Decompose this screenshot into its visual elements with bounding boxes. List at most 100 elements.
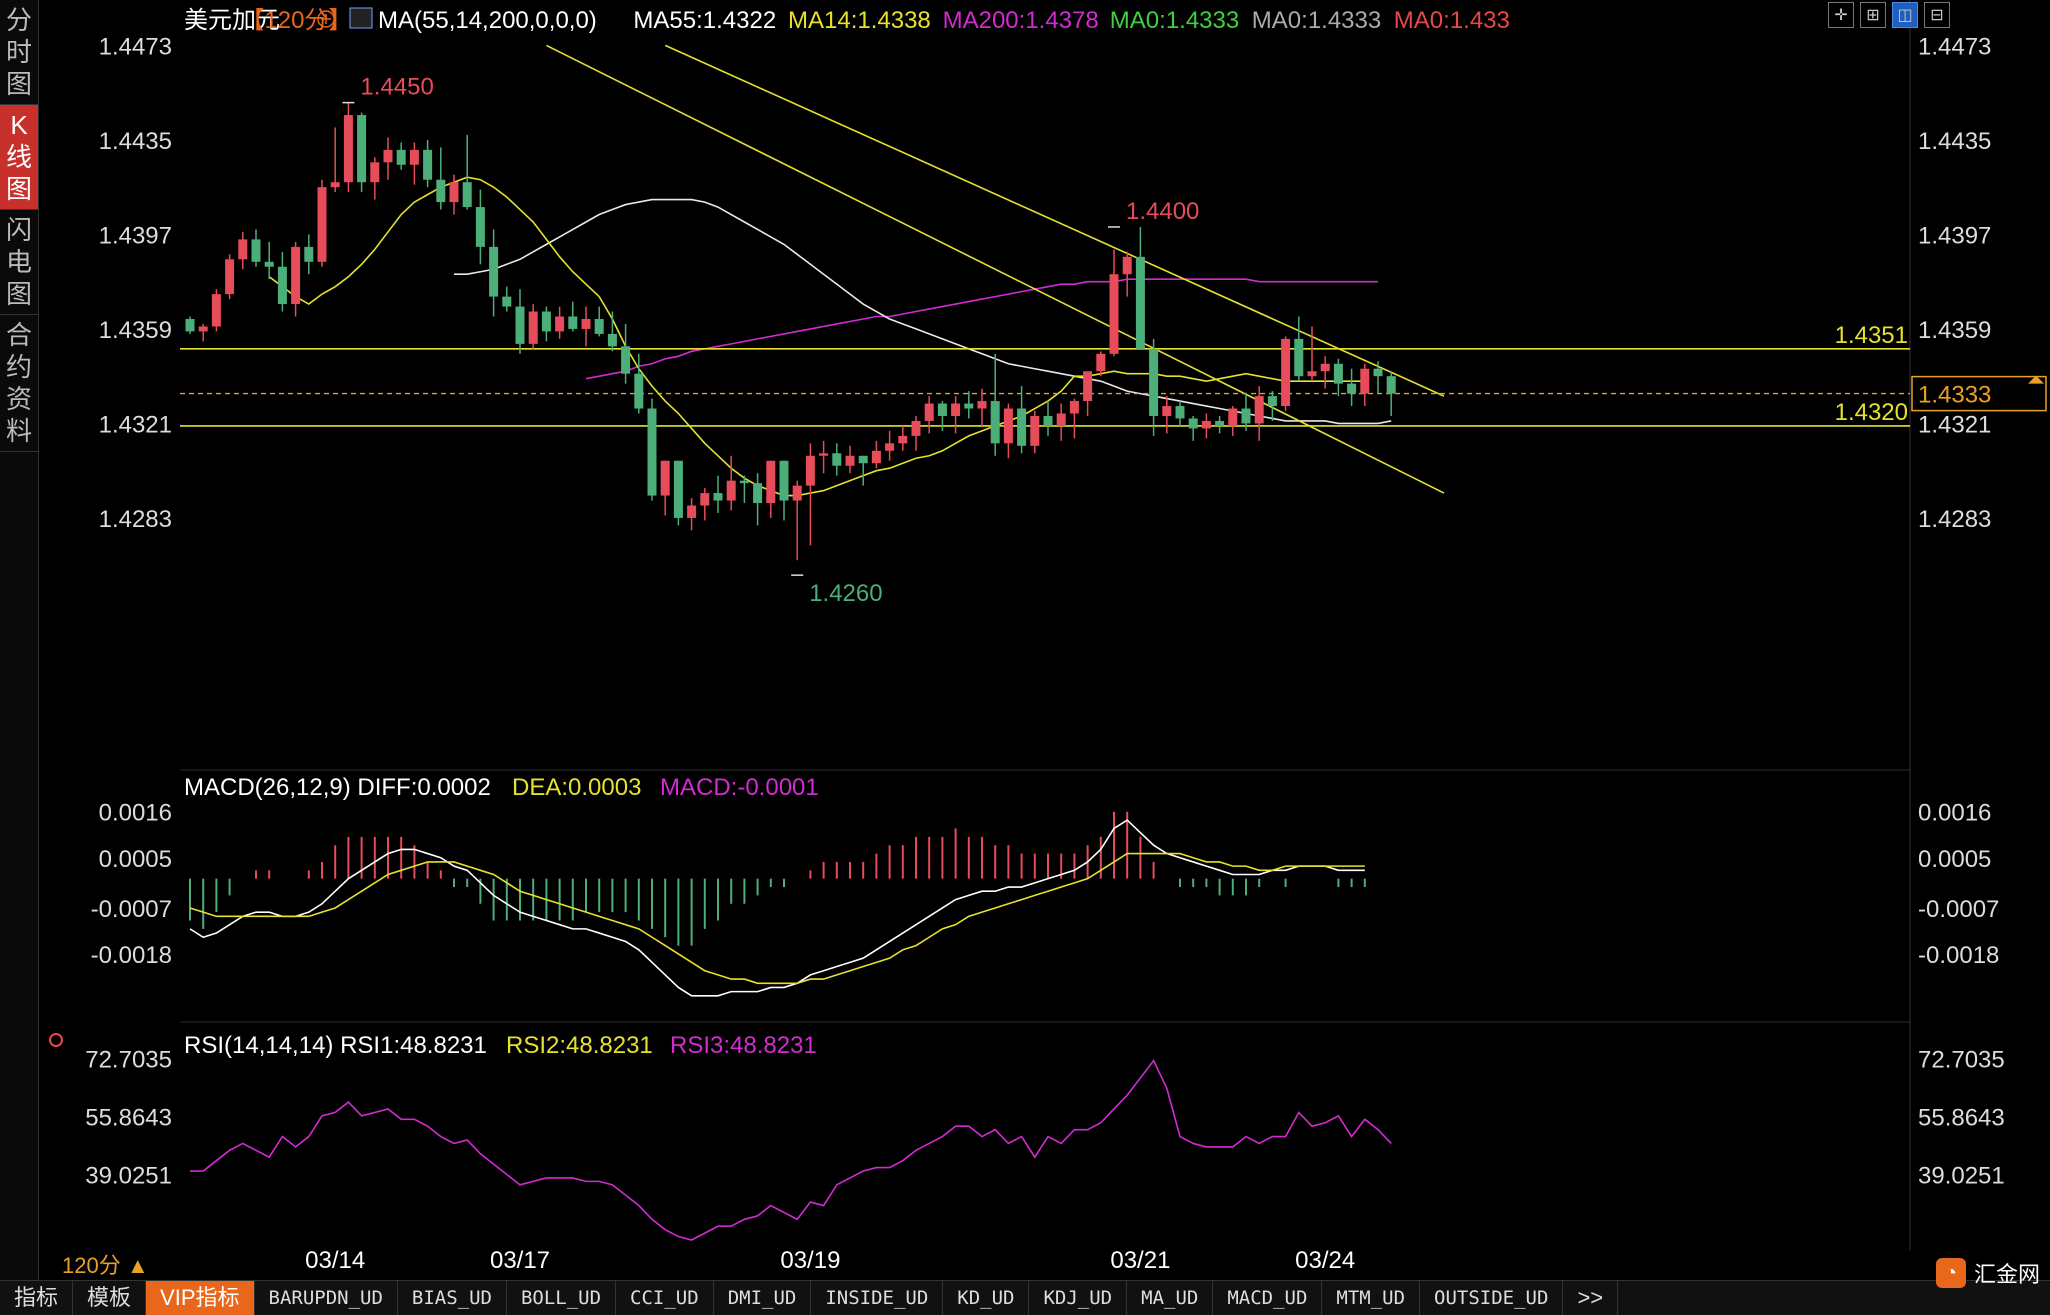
candle-body — [1307, 371, 1317, 377]
candle-body — [1083, 371, 1093, 402]
tab-fenshi[interactable]: 分时图 — [0, 0, 38, 105]
candle-body — [924, 403, 934, 421]
indicator-panel-icon[interactable]: ⊟ — [1924, 2, 1950, 28]
candle-body — [819, 453, 829, 456]
candle-body — [621, 346, 631, 374]
price-axis-tick-right: 1.4397 — [1918, 222, 1991, 249]
rsi-axis-tick-right: 55.8643 — [1918, 1104, 2005, 1131]
indicator-tab-dmi[interactable]: DMI_UD — [714, 1281, 812, 1315]
rsi-axis-tick-right: 39.0251 — [1918, 1162, 2005, 1189]
crosshair-icon[interactable]: ✛ — [1828, 2, 1854, 28]
candle-body — [1360, 368, 1370, 394]
time-axis-label: 03/24 — [1295, 1247, 1355, 1274]
candle-body — [898, 435, 908, 444]
brand-logo: ◔ 汇金网 — [1935, 1256, 2040, 1290]
price-axis-tick-right: 1.4321 — [1918, 411, 1991, 438]
candle-body — [291, 246, 301, 305]
candle-body — [1228, 408, 1238, 426]
price-axis-tick-right: 1.4283 — [1918, 506, 1991, 533]
rsi2-label: RSI2:48.8231 — [506, 1032, 653, 1059]
vip-indicator-button[interactable]: VIP指标 — [146, 1281, 255, 1315]
rsi-axis-tick-right: 72.7035 — [1918, 1046, 2005, 1073]
kline-mode-icon[interactable]: ◫ — [1892, 2, 1918, 28]
ma200-value: MA200:1.4378 — [943, 7, 1099, 34]
rsi-axis-tick-left: 39.0251 — [85, 1162, 172, 1189]
indicator-tab-macd[interactable]: MACD_UD — [1213, 1281, 1323, 1315]
price-axis-tick-left: 1.4359 — [99, 317, 172, 344]
tab-contract-info[interactable]: 合约资料 — [0, 315, 38, 452]
template-button[interactable]: 模板 — [73, 1281, 147, 1315]
ma0-value-gray: MA0:1.4333 — [1252, 7, 1381, 34]
candle-body — [766, 460, 776, 504]
candle-body — [634, 373, 644, 409]
candle-body — [198, 326, 208, 332]
rsi3-label: RSI3:48.8231 — [670, 1032, 817, 1059]
indicator-tab-kdj[interactable]: KDJ_UD — [1029, 1281, 1128, 1315]
candle-body — [977, 401, 987, 409]
candle-body — [1175, 406, 1185, 419]
candle-body — [357, 115, 367, 183]
candle-body — [660, 460, 670, 496]
indicator-tab-barupdn[interactable]: BARUPDN_UD — [255, 1281, 398, 1315]
indicator-tab-bias[interactable]: BIAS_UD — [398, 1281, 507, 1315]
indicator-button[interactable]: 指标 — [0, 1281, 74, 1315]
candle-body — [739, 480, 749, 484]
macd-diff-line — [189, 819, 1365, 997]
candle-body — [541, 311, 551, 332]
candle-body — [423, 149, 433, 180]
candle-body — [251, 239, 261, 262]
indicator-tab-boll[interactable]: BOLL_UD — [507, 1281, 617, 1315]
candle-body — [1294, 338, 1304, 377]
macd-dea-line — [189, 852, 1365, 985]
macd-axis-tick-right: 0.0005 — [1918, 846, 1991, 873]
chart-canvas[interactable]: 1.4473 1.4473 1.4435 1.4435 1.4397 1.4397 1.43… — [0, 0, 2050, 1280]
candle-body — [1056, 413, 1066, 426]
ma200-line — [585, 278, 1378, 380]
ma-label: MA(55,14,200,0,0,0) — [378, 7, 597, 34]
candle-body — [555, 316, 565, 332]
candle-body — [211, 294, 221, 327]
current-price-box — [1911, 375, 2047, 412]
price-axis-tick-left: 1.4397 — [99, 222, 172, 249]
indicator-tab-cci[interactable]: CCI_UD — [616, 1281, 714, 1315]
candle-body — [581, 318, 591, 329]
macd-axis-tick-right: -0.0007 — [1918, 896, 1999, 923]
draw-tools-icon[interactable]: ⊞ — [1860, 2, 1886, 28]
symbol-title: 美元加元 — [184, 7, 280, 34]
candle-body — [1188, 418, 1198, 429]
macd-axis-tick-left: -0.0007 — [91, 896, 172, 923]
candle-body — [1201, 420, 1211, 429]
candle-body — [647, 408, 657, 496]
period-selector[interactable]: 120分 ▲ — [62, 1253, 149, 1278]
candle-body — [1109, 274, 1119, 354]
indicator-tab-ma[interactable]: MA_UD — [1127, 1281, 1214, 1315]
candle-body — [726, 480, 736, 501]
time-axis-label: 03/17 — [490, 1247, 550, 1274]
rsi-line — [190, 1059, 1392, 1241]
macd-axis-tick-left: -0.0018 — [91, 942, 172, 969]
tab-lightning[interactable]: 闪电图 — [0, 210, 38, 315]
candle-body — [1333, 363, 1343, 384]
ma0-value-green: MA0:1.4333 — [1110, 7, 1239, 34]
candle-body — [845, 455, 855, 466]
candle-body — [502, 296, 512, 307]
price-axis-tick-left: 1.4473 — [99, 33, 172, 60]
candle-body — [1281, 338, 1291, 407]
macd-dea-label: DEA:0.0003 — [512, 774, 641, 801]
indicator-tab-kd[interactable]: KD_UD — [943, 1281, 1030, 1315]
candle-body — [700, 493, 710, 506]
macd-axis-tick-left: 0.0005 — [99, 846, 172, 873]
brand-icon: ◔ — [1935, 1258, 1966, 1288]
candle-body — [1386, 376, 1396, 394]
price-axis-tick-left: 1.4435 — [99, 128, 172, 155]
more-indicators-button[interactable]: >> — [1563, 1281, 1619, 1315]
macd-axis-tick-right: -0.0018 — [1918, 942, 1999, 969]
ma0-value-red: MA0:1.433 — [1394, 7, 1510, 34]
candle-body — [779, 460, 789, 501]
price-axis-tick-right: 1.4473 — [1918, 33, 1991, 60]
rsi-axis-tick-left: 55.8643 — [85, 1104, 172, 1131]
indicator-tab-inside[interactable]: INSIDE_UD — [811, 1281, 944, 1315]
indicator-tab-mtm[interactable]: MTM_UD — [1322, 1281, 1421, 1315]
tab-kline[interactable]: K线图 — [0, 105, 38, 210]
indicator-tab-outside[interactable]: OUTSIDE_UD — [1420, 1281, 1564, 1315]
